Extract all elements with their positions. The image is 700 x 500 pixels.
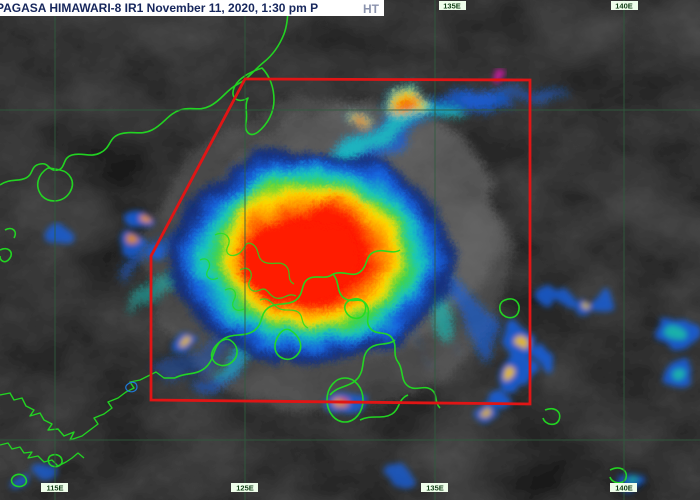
svg-text:125E: 125E — [236, 484, 254, 493]
svg-text:140E: 140E — [615, 2, 633, 11]
svg-text:135E: 135E — [443, 2, 461, 11]
svg-text:115E: 115E — [46, 484, 63, 493]
svg-text:135E: 135E — [426, 484, 444, 493]
svg-text:140E: 140E — [615, 484, 633, 493]
